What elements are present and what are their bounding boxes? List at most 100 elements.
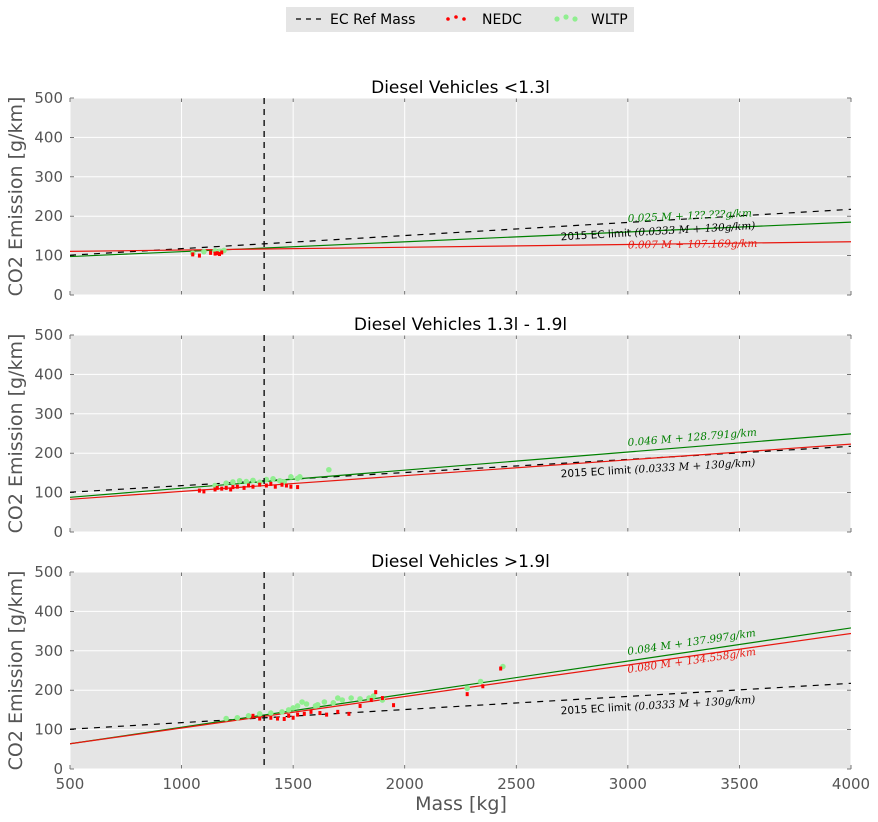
nedc-point [287, 713, 291, 718]
y-tick-label: 0 [53, 760, 63, 778]
y-tick-label: 500 [34, 89, 63, 107]
wltp-point [303, 701, 310, 707]
wltp-point [348, 695, 354, 701]
nedc-point [197, 488, 201, 493]
wltp-point [250, 477, 256, 484]
wltp-point [268, 710, 274, 716]
y-tick-label: 400 [34, 602, 63, 620]
y-axis-label: CO2 Emission [g/km] [5, 571, 27, 771]
wltp-point [321, 699, 328, 705]
nedc-point [218, 252, 222, 257]
plot-area [70, 335, 851, 532]
wltp-point [314, 701, 321, 708]
y-tick-label: 0 [53, 523, 63, 541]
wltp-point [357, 696, 363, 702]
nedc-point [289, 484, 293, 489]
y-tick-label: 300 [34, 168, 63, 186]
legend-nedc-symbol [446, 15, 466, 21]
plot-content [70, 433, 851, 500]
nedc-point [273, 484, 277, 489]
nedc-point [302, 711, 306, 716]
nedc-point [220, 250, 224, 255]
legend-ref-mass-label: EC Ref Mass [330, 12, 415, 28]
nedc-point [209, 250, 213, 255]
wltp-point [290, 705, 296, 711]
plot-content [70, 208, 851, 258]
panel-title: Diesel Vehicles 1.3l - 1.9l [354, 315, 567, 335]
wltp-point [243, 478, 250, 485]
legend-wltp-label: WLTP [591, 12, 628, 28]
nedc-point [229, 487, 233, 492]
wltp-point [245, 713, 252, 719]
legend: EC Ref Mass NEDC WLTP [286, 7, 634, 32]
nedc-point [309, 709, 313, 714]
x-tick-label: 500 [56, 775, 85, 793]
nedc-point [242, 485, 246, 490]
x-tick-label: 2000 [386, 775, 424, 793]
nedc-point [269, 481, 273, 486]
wltp-point [285, 707, 292, 713]
wltp-fit-annotation: 0.025 M + 1??.???g/km [627, 207, 752, 224]
wltp-point [276, 477, 283, 484]
nedc-point [369, 698, 373, 703]
nedc-point [202, 489, 206, 494]
nedc-point [380, 696, 384, 701]
y-axis-label: CO2 Emission [g/km] [5, 97, 27, 297]
wltp-point [279, 709, 285, 715]
wltp-point [234, 714, 241, 721]
wltp-point [288, 474, 294, 480]
wltp-point [464, 685, 470, 692]
nedc-point [247, 483, 251, 488]
y-tick-label: 400 [34, 365, 63, 383]
panel-3: 0 100 200 300 400 500 500 1000 1500 2000 2500 3000 3… [5, 552, 870, 793]
wltp-point [477, 678, 484, 685]
nedc-point [291, 715, 295, 720]
nedc-point [264, 483, 268, 488]
nedc-fit-line [70, 632, 851, 745]
wltp-point [270, 476, 276, 482]
nedc-point [284, 483, 288, 488]
nedc-point [215, 485, 219, 490]
ec-limit-line [70, 208, 851, 256]
nedc-point [224, 485, 228, 490]
wltp-point [201, 248, 207, 255]
ec-limit-annotation-prefix: 2015 EC limit [560, 701, 634, 717]
wltp-point [370, 693, 377, 699]
nedc-point [215, 251, 219, 256]
wltp-fit-line [70, 433, 851, 498]
y-tick-label: 500 [34, 326, 63, 344]
nedc-point [499, 666, 503, 671]
panels: 0 100 200 300 400 500 Diesel Vehicles <1.3l CO2… [5, 78, 870, 793]
nedc-point [296, 485, 300, 490]
wltp-fit-line [70, 627, 851, 745]
panel-1: 0 100 200 300 400 500 Diesel Vehicles <1.3l CO2… [5, 78, 852, 304]
plot-area [70, 98, 851, 295]
nedc-point [280, 482, 284, 487]
panel-title: Diesel Vehicles <1.3l [371, 78, 550, 98]
nedc-point [392, 703, 396, 708]
nedc-point [282, 716, 286, 721]
nedc-point [318, 711, 322, 716]
y-tick-label: 200 [34, 207, 63, 225]
x-tick-label: 3000 [609, 775, 647, 793]
y-tick-label: 300 [34, 642, 63, 660]
y-tick-label: 100 [34, 247, 63, 265]
y-tick-label: 100 [34, 484, 63, 502]
panel-title: Diesel Vehicles >1.9l [371, 552, 550, 572]
y-tick-label: 100 [34, 721, 63, 739]
nedc-point [251, 713, 255, 718]
nedc-point [465, 692, 469, 697]
ec-limit-annotation-prefix: 2015 EC limit [560, 464, 634, 480]
wltp-point [230, 479, 236, 485]
wltp-point [297, 474, 303, 480]
nedc-point [213, 251, 217, 256]
nedc-fit-annotation: 0.007 M + 107.169g/km [628, 238, 758, 252]
ec-limit-line [70, 445, 851, 493]
nedc-point [213, 487, 217, 492]
nedc-fit-line [70, 241, 851, 252]
x-tick-label: 3500 [720, 775, 758, 793]
nedc-point [325, 712, 329, 717]
y-tick-label: 200 [34, 681, 63, 699]
nedc-point [258, 482, 262, 487]
